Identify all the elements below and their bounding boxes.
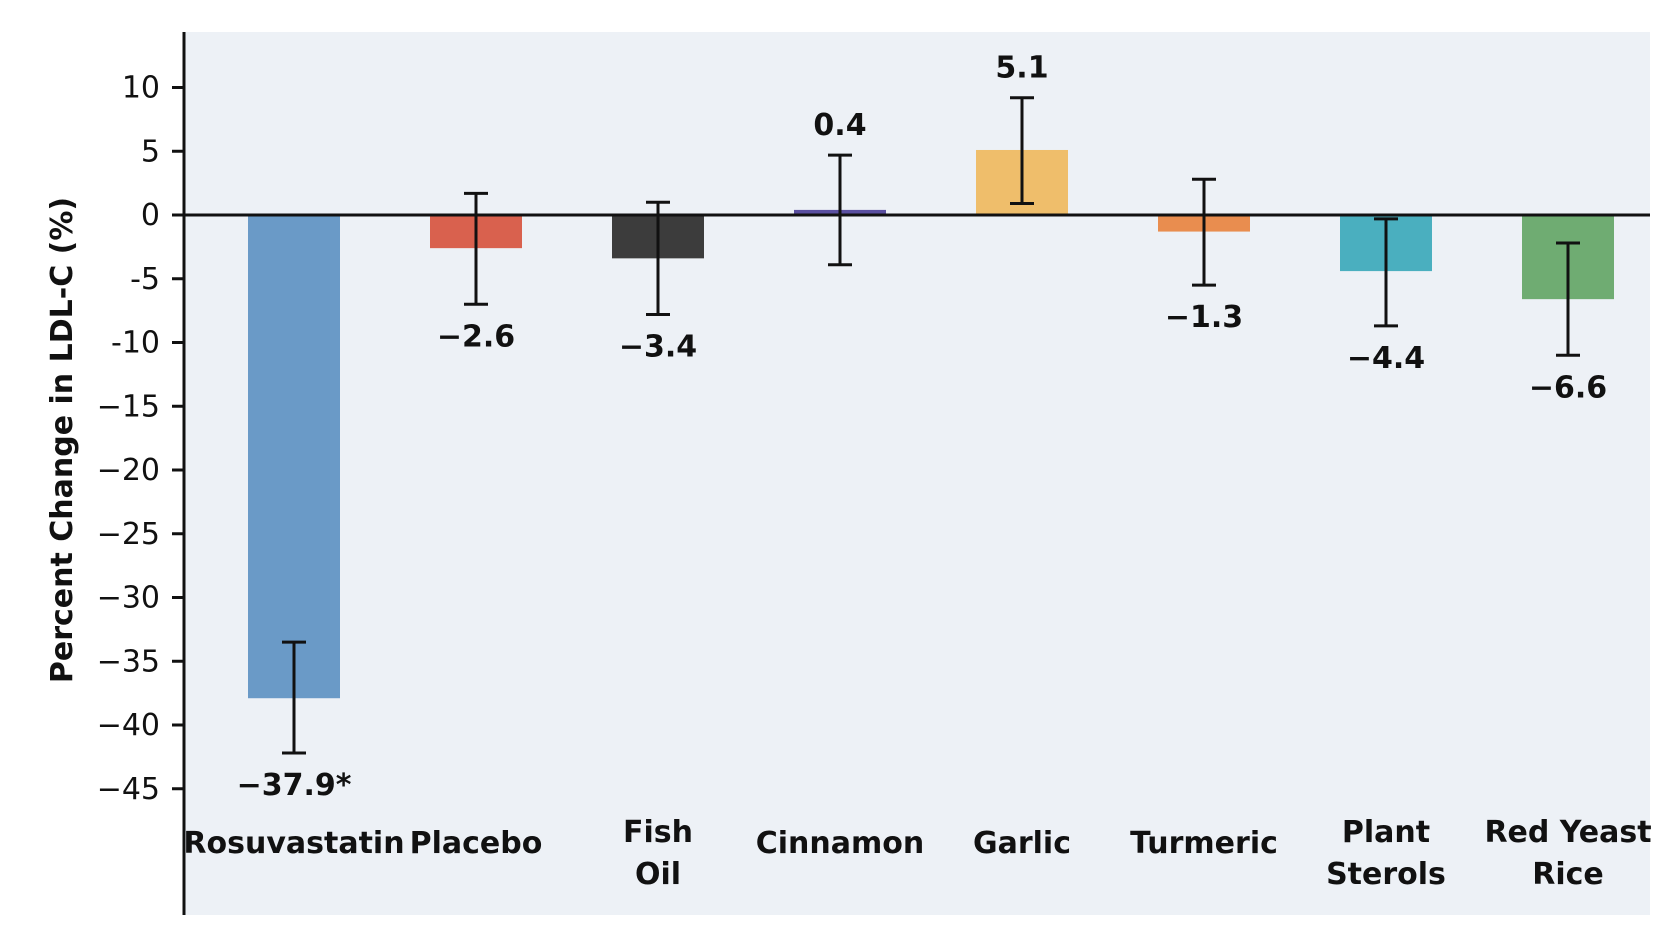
y-tick-label: -5: [130, 262, 160, 297]
category-label: Rosuvastatin: [183, 826, 404, 861]
data-label: −1.3: [1165, 300, 1243, 335]
error-bar: [1010, 96, 1034, 206]
y-tick-label: −35: [97, 644, 160, 679]
y-tick-label: −25: [97, 517, 160, 552]
data-label: −37.9*: [237, 768, 352, 803]
category-label: Fish: [623, 815, 693, 850]
category-label: Cinnamon: [756, 826, 925, 861]
y-tick-label: −45: [97, 772, 160, 807]
error-bar: [1192, 177, 1216, 287]
data-label: −6.6: [1529, 370, 1607, 405]
category-label: Rice: [1532, 857, 1604, 892]
data-label: −3.4: [619, 329, 697, 364]
category-label: Sterols: [1326, 857, 1446, 892]
y-tick-label: −40: [97, 708, 160, 743]
y-axis-title: Percent Change in LDL-C (%): [45, 197, 80, 683]
error-bar: [464, 191, 488, 306]
data-label: −4.4: [1347, 341, 1425, 376]
y-tick-label: −15: [97, 389, 160, 424]
y-tick-label: −30: [97, 581, 160, 616]
data-label: −2.6: [437, 319, 515, 354]
category-label: Red Yeast: [1484, 815, 1651, 850]
error-bar: [646, 200, 670, 316]
category-label: Garlic: [973, 826, 1071, 861]
data-label: 5.1: [995, 51, 1048, 86]
y-tick-label: −20: [97, 453, 160, 488]
y-tick-label: 0: [141, 198, 160, 233]
plot-background: [184, 32, 1650, 915]
y-tick-label: -10: [111, 326, 160, 361]
error-bar: [1374, 217, 1398, 328]
category-label: Oil: [635, 857, 681, 892]
category-label: Placebo: [410, 826, 543, 861]
error-bar: [282, 640, 306, 755]
data-label: 0.4: [813, 108, 866, 143]
y-tick-label: 5: [141, 134, 160, 169]
y-tick-label: 10: [122, 71, 160, 106]
error-bar: [1556, 241, 1580, 357]
category-label: Turmeric: [1130, 826, 1278, 861]
bar: [248, 215, 340, 699]
error-bar: [828, 153, 852, 267]
category-label: Plant: [1342, 815, 1430, 850]
